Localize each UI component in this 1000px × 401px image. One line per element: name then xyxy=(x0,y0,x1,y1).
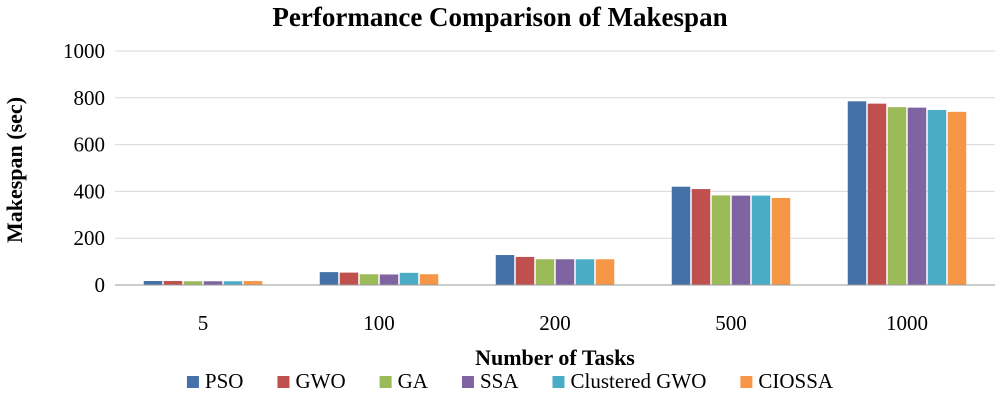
y-axis-ticks: 0 200 400 600 800 1000 xyxy=(63,39,105,297)
bar-ciossa-200 xyxy=(595,259,615,285)
bars xyxy=(143,101,967,286)
legend-item-ga: GA xyxy=(379,369,429,393)
bar-ciossa-500 xyxy=(771,197,791,285)
bar-clustered-gwo-1000 xyxy=(927,109,947,285)
chart-title: Performance Comparison of Makespan xyxy=(272,2,727,32)
bar-pso-100 xyxy=(319,272,339,285)
legend-label: CIOSSA xyxy=(758,369,834,393)
bar-gwo-200 xyxy=(515,256,535,285)
bar-pso-500 xyxy=(671,186,691,285)
bar-ssa-1000 xyxy=(907,107,927,286)
x-tick-label: 200 xyxy=(539,311,571,335)
bar-ga-100 xyxy=(359,274,379,285)
y-tick-label: 600 xyxy=(74,133,106,157)
bar-ssa-500 xyxy=(731,195,751,285)
legend-label: PSO xyxy=(205,369,244,393)
x-axis-title: Number of Tasks xyxy=(475,345,635,370)
bar-ga-200 xyxy=(535,259,555,285)
legend-swatch xyxy=(461,376,474,388)
legend: PSO GWO GA SSA Clustered GWO CIOSSA xyxy=(186,369,834,393)
bar-gwo-1000 xyxy=(867,103,887,286)
legend-item-pso: PSO xyxy=(186,369,244,393)
y-tick-label: 200 xyxy=(74,226,106,250)
legend-swatch xyxy=(186,376,199,388)
legend-label: GA xyxy=(398,369,429,393)
legend-swatch xyxy=(740,376,753,388)
y-tick-label: 1000 xyxy=(63,39,105,63)
x-tick-label: 1000 xyxy=(886,311,928,335)
bar-pso-200 xyxy=(495,255,515,285)
bar-ciossa-5 xyxy=(243,281,263,285)
bar-gwo-5 xyxy=(163,281,183,285)
legend-item-gwo: GWO xyxy=(277,369,346,393)
legend-item-ssa: SSA xyxy=(461,369,519,393)
bar-ciossa-100 xyxy=(419,274,439,285)
bar-ssa-5 xyxy=(203,281,223,285)
legend-label: Clustered GWO xyxy=(570,369,706,393)
bar-pso-1000 xyxy=(847,101,867,285)
bar-gwo-100 xyxy=(339,272,359,285)
legend-swatch xyxy=(552,376,565,388)
x-axis-ticks: 5 100 200 500 1000 xyxy=(198,311,928,335)
bar-ga-5 xyxy=(183,281,203,285)
x-tick-label: 100 xyxy=(363,311,395,335)
y-tick-label: 800 xyxy=(74,86,106,110)
bar-clustered-gwo-200 xyxy=(575,259,595,285)
legend-swatch xyxy=(379,376,392,388)
bar-ga-1000 xyxy=(887,107,907,285)
bar-ciossa-1000 xyxy=(947,111,967,285)
bar-pso-5 xyxy=(143,281,163,285)
y-tick-label: 0 xyxy=(95,273,106,297)
bar-ga-500 xyxy=(711,195,731,285)
legend-label: GWO xyxy=(295,369,345,393)
bar-clustered-gwo-100 xyxy=(399,272,419,285)
legend-item-clustered-gwo: Clustered GWO xyxy=(552,369,706,393)
bar-clustered-gwo-5 xyxy=(223,281,243,285)
y-tick-label: 400 xyxy=(74,179,106,203)
x-tick-label: 5 xyxy=(198,311,209,335)
legend-swatch xyxy=(277,376,290,388)
bar-clustered-gwo-500 xyxy=(751,195,771,285)
bar-ssa-200 xyxy=(555,259,575,285)
bar-ssa-100 xyxy=(379,274,399,285)
legend-label: SSA xyxy=(480,369,519,393)
y-axis-title: Makespan (sec) xyxy=(2,97,27,243)
x-tick-label: 500 xyxy=(715,311,747,335)
bar-gwo-500 xyxy=(691,189,711,285)
legend-item-ciossa: CIOSSA xyxy=(740,369,834,393)
